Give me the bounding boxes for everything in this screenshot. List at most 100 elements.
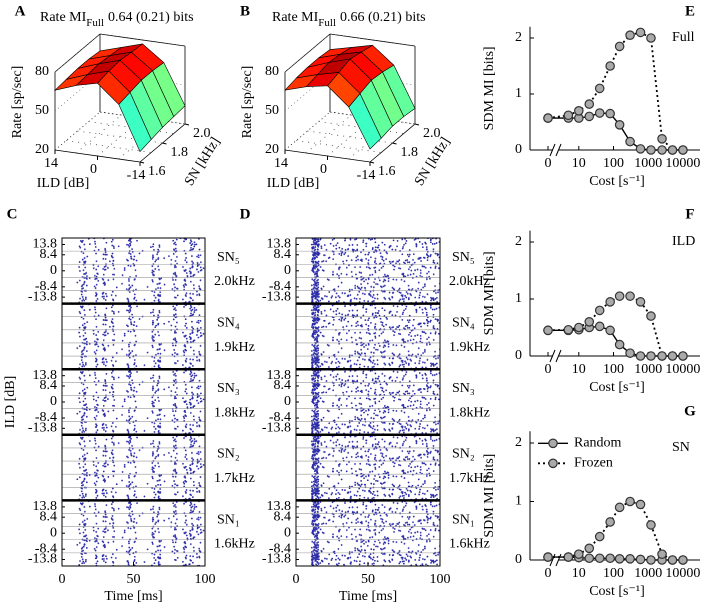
x-tick-label: 100: [603, 566, 624, 581]
grid-line: [284, 33, 416, 73]
panel-label: E: [685, 3, 695, 19]
x-tick-label: 0: [545, 566, 552, 581]
x-tick-label: 100: [603, 156, 624, 171]
y-tick-label: 8.4: [274, 378, 292, 393]
data-point: [657, 145, 667, 155]
y-axis-label: SN [kHz]: [412, 135, 453, 189]
box-edge: [99, 33, 186, 47]
data-point: [594, 108, 605, 118]
group-name: SN₄: [452, 315, 475, 330]
chart-title: Rate MIFull 0.66 (0.21) bits: [272, 10, 426, 28]
y-tick-label: 8.4: [274, 247, 292, 262]
raster-block: [62, 500, 205, 566]
y-tick-label: 8.4: [40, 247, 58, 262]
x-tick-label: 10: [572, 362, 586, 377]
data-point: [605, 61, 615, 71]
y-tick-label: 1.6: [148, 164, 166, 179]
y-tick-label: -13.8: [28, 421, 57, 436]
y-tick-label: 13.8: [33, 499, 58, 514]
z-tick-label: 80: [265, 64, 279, 79]
z-tick-label: 80: [35, 64, 49, 79]
data-point: [635, 144, 646, 154]
raster-block: [62, 369, 205, 435]
y-tick-label: -13.8: [262, 552, 291, 567]
box-edge: [284, 33, 331, 73]
y-tick-label: 0: [284, 263, 291, 278]
y-tick-label: 8.4: [274, 509, 292, 524]
data-point: [584, 99, 595, 109]
data-point: [543, 325, 553, 336]
data-point: [657, 351, 667, 361]
x-tick-label: 10000: [665, 566, 700, 581]
y-tick-label: 8.4: [40, 378, 58, 393]
x-tick-label: 1000: [634, 566, 662, 581]
data-point: [678, 555, 688, 565]
data-point: [635, 499, 646, 510]
y-tick-label: 0: [515, 142, 522, 157]
y-tick-label: 2: [515, 30, 522, 45]
y-tick-label: -8.4: [269, 279, 291, 294]
data-point: [584, 316, 595, 327]
axis-break: [549, 143, 562, 157]
grid-line: [54, 33, 186, 73]
data-point: [574, 322, 584, 333]
group-freq: 1.8kHz: [214, 405, 255, 420]
x-tick-label: 100: [195, 572, 216, 587]
data-point: [635, 554, 646, 565]
data-point: [614, 120, 625, 130]
y-axis-label: ILD [dB]: [3, 376, 18, 429]
y-tick-label: 0: [50, 263, 57, 278]
group-freq: 2.0kHz: [449, 274, 490, 289]
raster-block: [296, 434, 440, 501]
y-axis-label: SN [kHz]: [182, 135, 223, 189]
x-tick-label: 50: [361, 572, 375, 587]
y-tick-label: 13.8: [267, 237, 292, 252]
x-tick-label: 100: [603, 362, 624, 377]
group-name: SN₄: [217, 315, 240, 330]
data-point: [563, 110, 574, 121]
data-point: [614, 339, 625, 350]
y-tick-label: -8.4: [269, 541, 291, 556]
legend-label: Random: [574, 436, 622, 451]
box-edge: [329, 33, 416, 47]
data-point: [625, 136, 635, 147]
y-tick-label: 2.0: [423, 126, 441, 141]
group-name: SN₅: [452, 250, 475, 265]
z-tick-label: 20: [35, 142, 49, 157]
data-point: [605, 553, 615, 564]
y-tick-label: 2: [515, 435, 522, 450]
x-axis-label: ILD [dB]: [37, 176, 90, 191]
legend-label: Frozen: [574, 456, 613, 471]
data-point: [563, 552, 574, 562]
title-value: 0.66 (0.21) bits: [340, 10, 426, 25]
group-freq: 1.8kHz: [449, 405, 490, 420]
y-tick-label: 8.4: [40, 509, 58, 524]
panel-label: G: [684, 403, 696, 419]
data-point: [646, 520, 656, 530]
data-point: [667, 555, 678, 565]
y-tick-label: -13.8: [262, 289, 291, 304]
group-name: SN₂: [217, 447, 240, 462]
raster-block: [62, 434, 205, 501]
x-tick-label: 0: [90, 162, 97, 177]
data-point: [594, 531, 605, 542]
data-point: [646, 311, 656, 321]
panel-label: A: [15, 3, 26, 19]
y-tick-label: 13.8: [33, 368, 58, 383]
y-tick-label: -13.8: [262, 421, 291, 436]
z-axis-label: Rate [sp/sec]: [10, 66, 25, 139]
annotation: ILD: [672, 234, 695, 249]
z-axis-label: Rate [sp/sec]: [240, 66, 255, 139]
data-point: [614, 291, 625, 301]
raster-block: [62, 303, 205, 370]
group-name: SN₂: [452, 447, 475, 462]
y-tick-label: 13.8: [33, 237, 58, 252]
x-tick-label: -14: [357, 168, 376, 183]
x-axis-label: ILD [dB]: [267, 176, 320, 191]
y-tick-label: 1: [515, 86, 522, 101]
title: Rate MI: [272, 10, 319, 25]
y-tick-label: 1: [515, 494, 522, 509]
x-tick-label: 0: [545, 362, 552, 377]
data-point: [605, 108, 615, 119]
group-name: SN₃: [452, 381, 475, 396]
